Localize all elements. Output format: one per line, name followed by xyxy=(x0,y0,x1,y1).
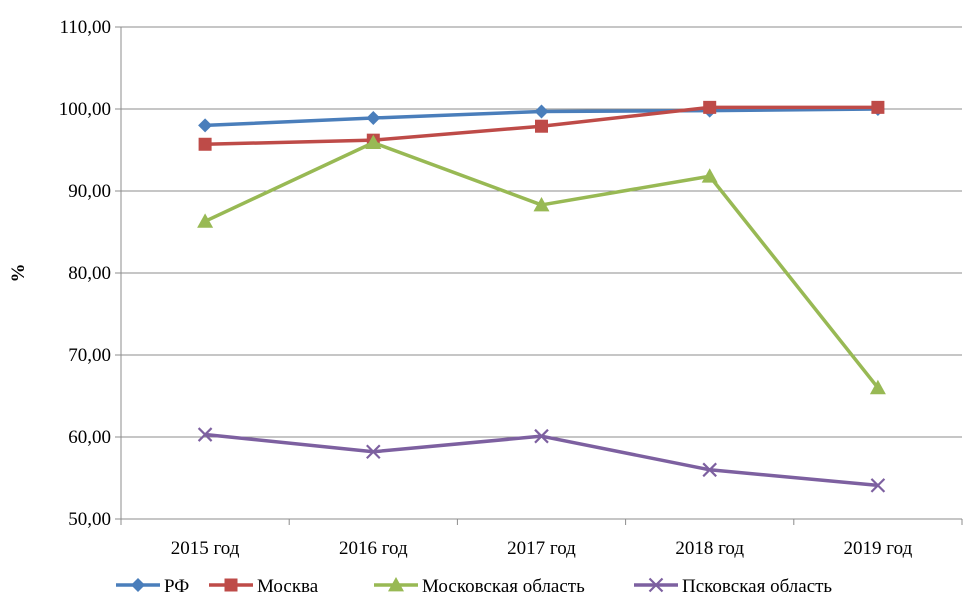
series-4-point xyxy=(197,427,213,442)
series-3-point xyxy=(869,379,886,395)
x-marker-stroke xyxy=(870,478,886,493)
x-marker-stroke xyxy=(366,444,381,460)
series-3 xyxy=(197,134,886,395)
series-1-point xyxy=(366,111,381,126)
axes: 50,00 60,00 70,00 80,00 90,00 100,00 110,00 201… xyxy=(59,17,963,559)
series-3-point xyxy=(197,213,214,228)
series-3-point xyxy=(365,134,382,150)
x-tick-label: 2019 год xyxy=(844,538,913,559)
series-2 xyxy=(198,100,885,151)
series-4-point xyxy=(534,428,549,444)
legend-item-1: РФ xyxy=(116,576,189,597)
legend: РФ Москва Московская область Псковская обла… xyxy=(116,576,832,597)
series-2-point xyxy=(535,119,548,133)
y-tick-label: 70,00 xyxy=(68,345,111,366)
x-tick-label: 2017 год xyxy=(507,538,576,559)
x-marker-stroke xyxy=(534,428,549,444)
legend-item-2: Москва xyxy=(209,576,319,597)
series-group xyxy=(197,100,886,493)
y-tick-label: 110,00 xyxy=(59,17,111,38)
x-marker-stroke xyxy=(702,462,717,478)
legend-label: Московская область xyxy=(422,576,585,597)
y-tick-label: 90,00 xyxy=(68,181,111,202)
legend-item-4: Псковская область xyxy=(634,576,832,597)
series-4-point xyxy=(702,462,717,478)
legend-swatch-marker xyxy=(648,577,664,593)
x-marker-stroke xyxy=(648,577,664,593)
legend-swatch-marker xyxy=(388,577,404,592)
y-tick-label: 50,00 xyxy=(68,509,111,530)
x-tick-label: 2015 год xyxy=(171,538,240,559)
series-4-point xyxy=(366,444,381,460)
series-4-line xyxy=(204,432,879,488)
series-4 xyxy=(197,427,886,493)
series-4-point xyxy=(870,478,886,493)
series-3-point xyxy=(701,168,718,183)
y-tick-label: 80,00 xyxy=(68,263,111,284)
x-tick-label: 2016 год xyxy=(339,538,408,559)
legend-item-3: Московская область xyxy=(374,576,585,597)
series-1-point xyxy=(534,104,549,119)
legend-label: РФ xyxy=(164,576,189,597)
x-tick-label: 2018 год xyxy=(675,538,744,559)
series-2-point xyxy=(871,100,885,114)
legend-swatch-marker xyxy=(224,578,238,592)
x-marker-stroke xyxy=(197,427,213,442)
series-1-point xyxy=(198,118,213,133)
y-tick-label: 60,00 xyxy=(68,427,111,448)
gridlines xyxy=(121,26,962,438)
series-3-line xyxy=(204,140,880,389)
series-2-point xyxy=(703,100,717,114)
legend-label: Псковская область xyxy=(682,576,832,597)
y-axis-title: % xyxy=(8,264,29,283)
legend-swatch-marker xyxy=(131,578,145,592)
series-2-point xyxy=(198,137,212,151)
y-tick-label: 100,00 xyxy=(59,99,111,120)
legend-label: Москва xyxy=(257,576,319,597)
series-3-point xyxy=(533,196,550,212)
